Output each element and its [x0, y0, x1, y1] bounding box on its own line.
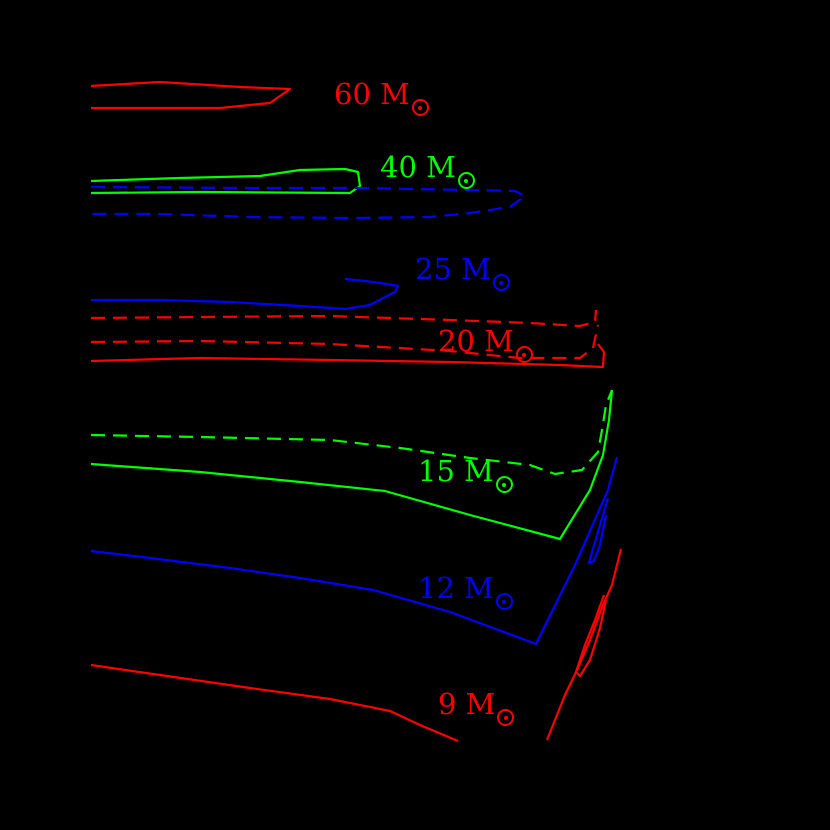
track-line — [91, 277, 400, 311]
solar-symbol-icon — [492, 274, 510, 291]
mass-label: 15 M — [418, 457, 513, 493]
mass-value: 15 M — [418, 454, 494, 488]
solar-symbol-icon — [457, 172, 475, 189]
track-line — [90, 80, 292, 110]
track-line — [90, 185, 527, 220]
mass-value: 60 M — [334, 77, 410, 111]
track-line — [574, 594, 608, 678]
track-line — [90, 389, 614, 541]
mass-label: 40 M — [380, 153, 475, 189]
track-line — [90, 389, 614, 476]
solar-symbol-icon — [515, 346, 533, 363]
mass-value: 12 M — [418, 571, 494, 605]
solar-symbol-icon — [497, 709, 515, 726]
track-line — [90, 309, 598, 328]
track-line — [90, 663, 459, 743]
mass-label: 25 M — [415, 255, 510, 291]
mass-label: 9 M — [438, 687, 515, 726]
solar-symbol-icon — [495, 593, 513, 610]
track-line — [587, 497, 610, 565]
mass-label: 12 M — [418, 574, 513, 610]
mass-label: 20 M — [438, 327, 533, 363]
mass-value: 40 M — [380, 150, 456, 184]
mass-label: 60 M — [334, 80, 429, 116]
track-line — [90, 343, 606, 369]
solar-symbol-icon — [495, 476, 513, 493]
mass-value: 9 M — [438, 687, 496, 721]
mass-value: 25 M — [415, 252, 491, 286]
mass-value: 20 M — [438, 324, 514, 358]
track-line — [545, 548, 623, 741]
solar-symbol-icon — [411, 99, 429, 116]
track-line — [90, 456, 619, 646]
track-line — [90, 167, 362, 195]
